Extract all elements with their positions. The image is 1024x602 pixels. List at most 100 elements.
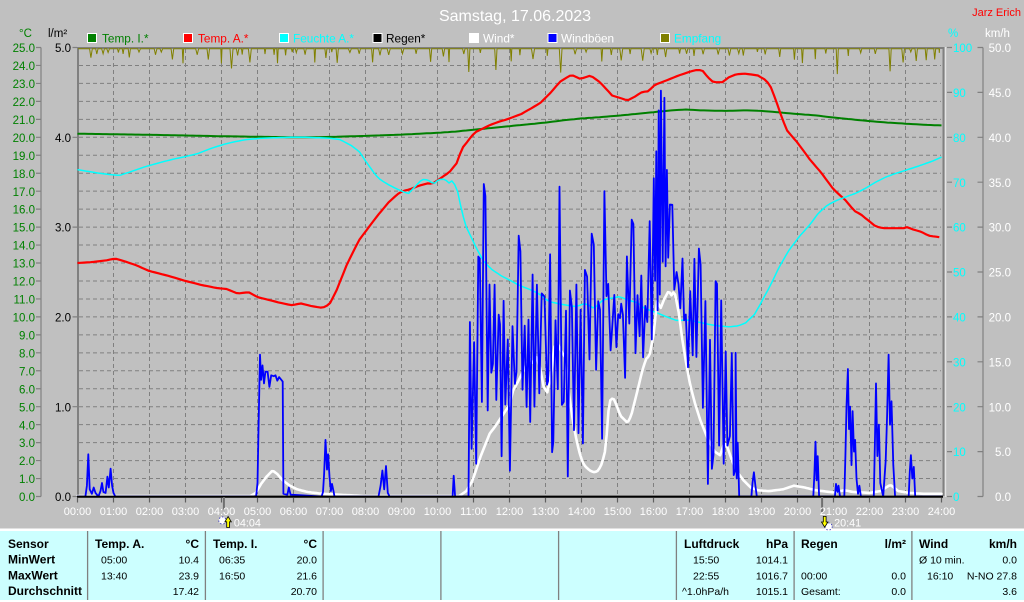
svg-text:06:00: 06:00 [280, 506, 308, 518]
svg-text:30.0: 30.0 [989, 223, 1011, 235]
svg-text:16:10: 16:10 [927, 570, 953, 582]
svg-text:11.0: 11.0 [13, 295, 35, 307]
svg-text:10:00: 10:00 [424, 506, 452, 518]
svg-text:08:00: 08:00 [352, 506, 380, 518]
svg-text:05:00: 05:00 [244, 506, 272, 518]
svg-text:MinWert: MinWert [8, 553, 55, 567]
svg-text:14:00: 14:00 [568, 506, 596, 518]
svg-text:N-NO 27.8: N-NO 27.8 [967, 570, 1017, 582]
svg-text:13.0: 13.0 [13, 259, 35, 271]
svg-text:9.0: 9.0 [19, 331, 35, 343]
svg-text:50: 50 [953, 268, 966, 280]
svg-text:09:00: 09:00 [388, 506, 416, 518]
svg-text:10.4: 10.4 [179, 555, 200, 567]
svg-text:°C: °C [304, 537, 318, 551]
svg-text:Temp. A.: Temp. A. [95, 537, 144, 551]
svg-text:35.0: 35.0 [989, 178, 1011, 190]
svg-text:20:41: 20:41 [834, 518, 861, 530]
svg-text:8.0: 8.0 [19, 348, 35, 360]
svg-text:15:50: 15:50 [693, 555, 719, 567]
svg-text:50.0: 50.0 [989, 43, 1011, 55]
svg-text:0: 0 [953, 492, 959, 504]
svg-text:Samstag, 17.06.2023: Samstag, 17.06.2023 [439, 8, 591, 25]
svg-text:80: 80 [953, 133, 966, 145]
svg-text:40: 40 [953, 313, 966, 325]
svg-text:10.0: 10.0 [989, 402, 1011, 414]
svg-text:0.0: 0.0 [19, 492, 35, 504]
svg-text:20.70: 20.70 [291, 586, 317, 598]
svg-text:06:35: 06:35 [219, 555, 245, 567]
svg-text:22.0: 22.0 [13, 97, 35, 109]
svg-text:Ø 10 min.: Ø 10 min. [919, 555, 965, 567]
svg-text:05:00: 05:00 [101, 555, 127, 567]
svg-text:MaxWert: MaxWert [8, 568, 58, 582]
svg-text:Luftdruck: Luftdruck [684, 537, 740, 551]
svg-text:23:00: 23:00 [892, 506, 920, 518]
svg-text:11:00: 11:00 [460, 506, 487, 518]
svg-text:5.0: 5.0 [995, 447, 1011, 459]
svg-text:Temp. A.*: Temp. A.* [198, 32, 249, 46]
svg-text:19:00: 19:00 [748, 506, 776, 518]
svg-text:15.0: 15.0 [13, 223, 35, 235]
svg-text:1.0: 1.0 [55, 402, 71, 414]
svg-text:5.0: 5.0 [19, 402, 35, 414]
svg-text:02:00: 02:00 [136, 506, 164, 518]
svg-text:25.0: 25.0 [989, 268, 1011, 280]
svg-text:17.42: 17.42 [173, 586, 199, 598]
svg-text:Regen*: Regen* [386, 32, 426, 46]
svg-text:00:00: 00:00 [64, 506, 92, 518]
svg-text:7.0: 7.0 [19, 366, 35, 378]
svg-text:30: 30 [953, 357, 966, 369]
svg-text:l/m²: l/m² [48, 28, 67, 40]
svg-text:3.6: 3.6 [1002, 586, 1017, 598]
svg-text:Jarz Erich: Jarz Erich [972, 7, 1021, 19]
svg-text:60: 60 [953, 223, 966, 235]
svg-text:^1.0hPa/h: ^1.0hPa/h [682, 586, 729, 598]
svg-text:13:40: 13:40 [101, 570, 127, 582]
svg-text:km/h: km/h [989, 537, 1017, 551]
svg-text:03:00: 03:00 [172, 506, 200, 518]
svg-text:2.0: 2.0 [55, 313, 71, 325]
svg-text:22:00: 22:00 [856, 506, 884, 518]
svg-text:Feuchte A.*: Feuchte A.* [293, 32, 354, 46]
svg-text:17.0: 17.0 [13, 187, 35, 199]
svg-text:Regen: Regen [801, 537, 838, 551]
svg-text:4.0: 4.0 [19, 420, 35, 432]
svg-text:10.0: 10.0 [13, 313, 35, 325]
svg-text:70: 70 [953, 178, 966, 190]
svg-text:20.0: 20.0 [297, 555, 318, 567]
svg-text:23.9: 23.9 [179, 570, 200, 582]
svg-text:Durchschnitt: Durchschnitt [8, 584, 82, 598]
svg-text:%: % [948, 28, 958, 40]
svg-text:20.0: 20.0 [13, 133, 35, 145]
svg-text:04:00: 04:00 [208, 506, 236, 518]
svg-text:1.0: 1.0 [19, 474, 35, 486]
svg-text:1015.1: 1015.1 [756, 586, 788, 598]
svg-text:10: 10 [953, 447, 966, 459]
svg-text:40.0: 40.0 [989, 133, 1011, 145]
svg-text:90: 90 [953, 88, 966, 100]
svg-text:Windböen: Windböen [561, 32, 614, 46]
svg-text:Temp. I.*: Temp. I.* [102, 32, 149, 46]
svg-text:12.0: 12.0 [13, 277, 35, 289]
svg-text:07:00: 07:00 [316, 506, 344, 518]
svg-text:16:00: 16:00 [640, 506, 668, 518]
svg-text:3.0: 3.0 [55, 223, 71, 235]
svg-text:23.0: 23.0 [13, 79, 35, 91]
svg-text:45.0: 45.0 [989, 88, 1011, 100]
svg-text:0.0: 0.0 [891, 570, 906, 582]
svg-text:3.0: 3.0 [19, 438, 35, 450]
svg-text:0.0: 0.0 [891, 586, 906, 598]
svg-text:21:00: 21:00 [820, 506, 848, 518]
svg-text:5.0: 5.0 [55, 43, 71, 55]
svg-text:km/h: km/h [985, 28, 1010, 40]
svg-text:0.0: 0.0 [1002, 555, 1017, 567]
svg-text:22:55: 22:55 [693, 570, 719, 582]
svg-text:0.0: 0.0 [995, 492, 1011, 504]
svg-text:20: 20 [953, 402, 966, 414]
svg-text:20.0: 20.0 [989, 313, 1011, 325]
svg-text:14.0: 14.0 [13, 241, 35, 253]
svg-text:Empfang: Empfang [674, 32, 721, 46]
svg-text:18:00: 18:00 [712, 506, 740, 518]
svg-text:0.0: 0.0 [55, 492, 71, 504]
